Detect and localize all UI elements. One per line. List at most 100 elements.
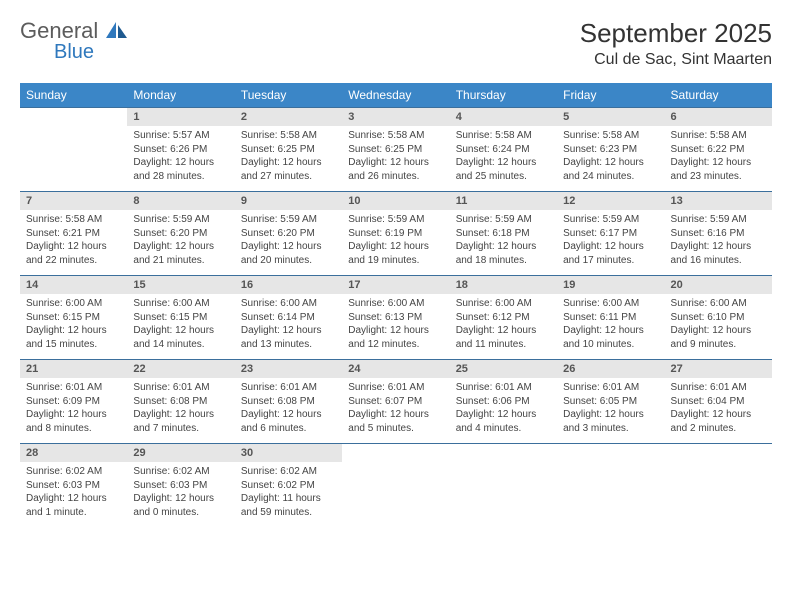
day-number-cell: 19: [557, 276, 664, 295]
day-ss: Sunset: 6:11 PM: [563, 311, 658, 325]
location-text: Cul de Sac, Sint Maarten: [580, 51, 772, 69]
day-d1: Daylight: 12 hours: [671, 240, 766, 254]
day-ss: Sunset: 6:24 PM: [456, 143, 551, 157]
day-d2: and 23 minutes.: [671, 170, 766, 184]
day-number-cell: 30: [235, 444, 342, 463]
day-ss: Sunset: 6:12 PM: [456, 311, 551, 325]
day-number-cell: 20: [665, 276, 772, 295]
day-sr: Sunrise: 5:58 AM: [671, 129, 766, 143]
day-number-cell: 18: [450, 276, 557, 295]
day-ss: Sunset: 6:17 PM: [563, 227, 658, 241]
day-d2: and 17 minutes.: [563, 254, 658, 268]
day-content-cell: Sunrise: 6:01 AMSunset: 6:09 PMDaylight:…: [20, 378, 127, 444]
day-d2: and 9 minutes.: [671, 338, 766, 352]
day-ss: Sunset: 6:07 PM: [348, 395, 443, 409]
day-ss: Sunset: 6:03 PM: [133, 479, 228, 493]
day-d2: and 18 minutes.: [456, 254, 551, 268]
day-sr: Sunrise: 6:00 AM: [26, 297, 121, 311]
day-d1: Daylight: 12 hours: [456, 156, 551, 170]
day-content-row: Sunrise: 6:01 AMSunset: 6:09 PMDaylight:…: [20, 378, 772, 444]
day-number-cell: [557, 444, 664, 463]
day-sr: Sunrise: 5:59 AM: [671, 213, 766, 227]
day-content-row: Sunrise: 6:02 AMSunset: 6:03 PMDaylight:…: [20, 462, 772, 527]
day-content-cell: Sunrise: 6:01 AMSunset: 6:07 PMDaylight:…: [342, 378, 449, 444]
day-ss: Sunset: 6:10 PM: [671, 311, 766, 325]
day-number-row: 282930: [20, 444, 772, 463]
day-number-cell: [450, 444, 557, 463]
day-sr: Sunrise: 6:01 AM: [26, 381, 121, 395]
day-sr: Sunrise: 6:01 AM: [563, 381, 658, 395]
day-ss: Sunset: 6:16 PM: [671, 227, 766, 241]
day-content-cell: Sunrise: 5:59 AMSunset: 6:16 PMDaylight:…: [665, 210, 772, 276]
day-content-cell: Sunrise: 5:58 AMSunset: 6:25 PMDaylight:…: [342, 126, 449, 192]
day-content-cell: Sunrise: 6:00 AMSunset: 6:15 PMDaylight:…: [127, 294, 234, 360]
dow-saturday: Saturday: [665, 83, 772, 108]
day-ss: Sunset: 6:23 PM: [563, 143, 658, 157]
day-content-cell: Sunrise: 6:02 AMSunset: 6:03 PMDaylight:…: [20, 462, 127, 527]
day-ss: Sunset: 6:14 PM: [241, 311, 336, 325]
day-number-cell: 11: [450, 192, 557, 211]
day-content-row: Sunrise: 6:00 AMSunset: 6:15 PMDaylight:…: [20, 294, 772, 360]
day-d2: and 10 minutes.: [563, 338, 658, 352]
day-d2: and 3 minutes.: [563, 422, 658, 436]
day-d2: and 1 minute.: [26, 506, 121, 520]
day-number-cell: 12: [557, 192, 664, 211]
day-d2: and 16 minutes.: [671, 254, 766, 268]
day-d2: and 7 minutes.: [133, 422, 228, 436]
day-d1: Daylight: 12 hours: [563, 408, 658, 422]
day-sr: Sunrise: 6:01 AM: [133, 381, 228, 395]
day-d2: and 59 minutes.: [241, 506, 336, 520]
day-number-cell: 14: [20, 276, 127, 295]
day-sr: Sunrise: 6:02 AM: [26, 465, 121, 479]
day-content-cell: Sunrise: 5:58 AMSunset: 6:24 PMDaylight:…: [450, 126, 557, 192]
day-sr: Sunrise: 5:58 AM: [348, 129, 443, 143]
logo-sail-icon: [106, 22, 128, 45]
day-ss: Sunset: 6:13 PM: [348, 311, 443, 325]
day-d1: Daylight: 12 hours: [456, 408, 551, 422]
day-ss: Sunset: 6:15 PM: [133, 311, 228, 325]
day-content-cell: Sunrise: 6:00 AMSunset: 6:15 PMDaylight:…: [20, 294, 127, 360]
day-number-row: 21222324252627: [20, 360, 772, 379]
day-sr: Sunrise: 6:01 AM: [348, 381, 443, 395]
day-sr: Sunrise: 6:01 AM: [671, 381, 766, 395]
day-sr: Sunrise: 5:58 AM: [563, 129, 658, 143]
day-content-cell: Sunrise: 6:01 AMSunset: 6:06 PMDaylight:…: [450, 378, 557, 444]
day-d1: Daylight: 12 hours: [241, 408, 336, 422]
day-d2: and 15 minutes.: [26, 338, 121, 352]
day-number-cell: 15: [127, 276, 234, 295]
day-ss: Sunset: 6:15 PM: [26, 311, 121, 325]
day-content-cell: Sunrise: 5:58 AMSunset: 6:22 PMDaylight:…: [665, 126, 772, 192]
day-content-cell: Sunrise: 6:01 AMSunset: 6:04 PMDaylight:…: [665, 378, 772, 444]
day-number-cell: 26: [557, 360, 664, 379]
day-ss: Sunset: 6:09 PM: [26, 395, 121, 409]
day-d2: and 24 minutes.: [563, 170, 658, 184]
day-content-cell: [557, 462, 664, 527]
day-content-cell: Sunrise: 5:58 AMSunset: 6:21 PMDaylight:…: [20, 210, 127, 276]
day-content-row: Sunrise: 5:58 AMSunset: 6:21 PMDaylight:…: [20, 210, 772, 276]
logo-text-general: General: [20, 18, 98, 43]
day-d1: Daylight: 11 hours: [241, 492, 336, 506]
day-d1: Daylight: 12 hours: [26, 240, 121, 254]
day-content-cell: Sunrise: 6:01 AMSunset: 6:08 PMDaylight:…: [235, 378, 342, 444]
day-d1: Daylight: 12 hours: [348, 240, 443, 254]
day-d1: Daylight: 12 hours: [456, 324, 551, 338]
day-sr: Sunrise: 6:00 AM: [563, 297, 658, 311]
day-number-cell: [20, 108, 127, 127]
day-number-cell: 6: [665, 108, 772, 127]
day-ss: Sunset: 6:03 PM: [26, 479, 121, 493]
day-sr: Sunrise: 5:59 AM: [241, 213, 336, 227]
day-d2: and 4 minutes.: [456, 422, 551, 436]
day-d2: and 2 minutes.: [671, 422, 766, 436]
page-title: September 2025: [580, 18, 772, 49]
day-d2: and 5 minutes.: [348, 422, 443, 436]
day-d1: Daylight: 12 hours: [133, 492, 228, 506]
dow-wednesday: Wednesday: [342, 83, 449, 108]
day-d1: Daylight: 12 hours: [241, 324, 336, 338]
calendar-table: Sunday Monday Tuesday Wednesday Thursday…: [20, 83, 772, 527]
day-number-cell: 5: [557, 108, 664, 127]
day-number-cell: 1: [127, 108, 234, 127]
day-content-cell: Sunrise: 5:59 AMSunset: 6:20 PMDaylight:…: [127, 210, 234, 276]
day-number-cell: 10: [342, 192, 449, 211]
day-d2: and 0 minutes.: [133, 506, 228, 520]
logo: General Blue: [20, 18, 128, 64]
